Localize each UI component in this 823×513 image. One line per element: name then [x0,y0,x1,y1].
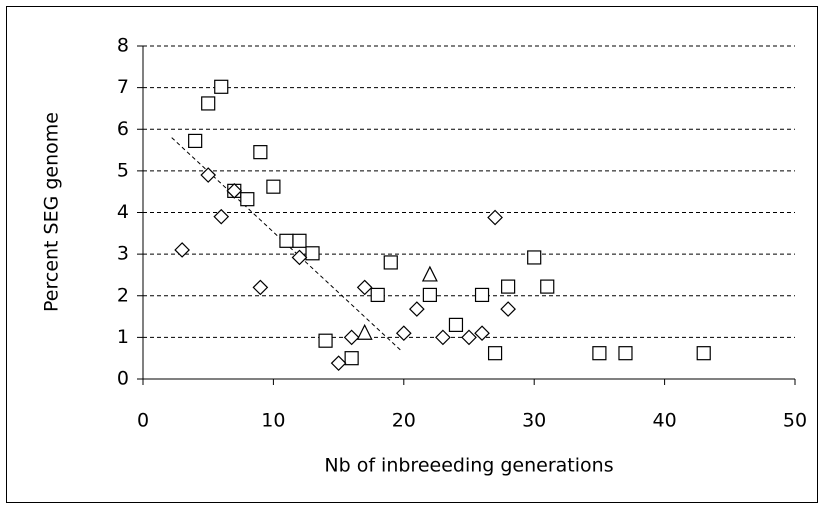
square-point [696,346,711,361]
square-point [305,246,320,261]
diamond-point [330,355,347,372]
square-point [501,279,516,294]
y-tick-label: 1 [117,326,129,348]
x-axis-label: Nb of inbreeeding generations [324,455,613,477]
diamond-point [356,279,373,296]
square-point [266,179,281,194]
x-tick-label: 20 [392,410,416,432]
square-point [487,346,503,361]
y-tick-label: 8 [117,35,129,57]
diamond-point [395,325,412,342]
chart-frame [6,6,818,503]
x-tick-label: 0 [137,410,149,432]
diamond-point [174,242,190,258]
square-point [214,79,229,94]
square-point [540,279,555,294]
diamond-point [226,183,243,199]
square-point [253,145,268,160]
square-point [292,233,307,248]
square-point [448,317,464,332]
square-point [201,96,216,111]
y-tick-label: 2 [117,284,129,306]
y-tick-label: 4 [117,201,129,223]
square-point [279,233,294,248]
square-point [370,287,385,303]
x-tick-label: 40 [653,410,677,432]
diamond-point [474,325,490,342]
y-tick-label: 7 [117,76,129,98]
diamond-point [487,209,503,226]
diamond-point [200,167,217,183]
y-axis-label: Percent SEG genome [41,112,63,312]
diamond-point [343,329,360,346]
triangle-point [356,323,373,340]
x-tick-label: 50 [783,410,807,432]
x-tick-label: 10 [261,410,285,432]
square-point [383,255,398,270]
diamond-point [461,329,477,346]
y-tick-label: 3 [117,243,129,265]
diamond-point [500,301,516,317]
square-point [474,287,490,303]
square-point [344,351,359,366]
square-point [188,133,203,149]
triangle-point [421,265,438,282]
y-tick-label: 0 [117,368,129,390]
diamond-point [252,279,269,296]
x-tick-label: 30 [522,410,546,432]
diamond-point [435,329,451,346]
diamond-point [408,301,425,317]
square-point [618,346,633,361]
square-point [422,287,437,303]
y-tick-label: 5 [117,159,129,181]
square-point [527,250,542,265]
square-point [240,192,255,207]
square-point [318,333,333,348]
diamond-point [291,249,308,266]
diamond-point [213,208,230,225]
y-tick-label: 6 [117,118,129,140]
square-point [592,346,607,361]
